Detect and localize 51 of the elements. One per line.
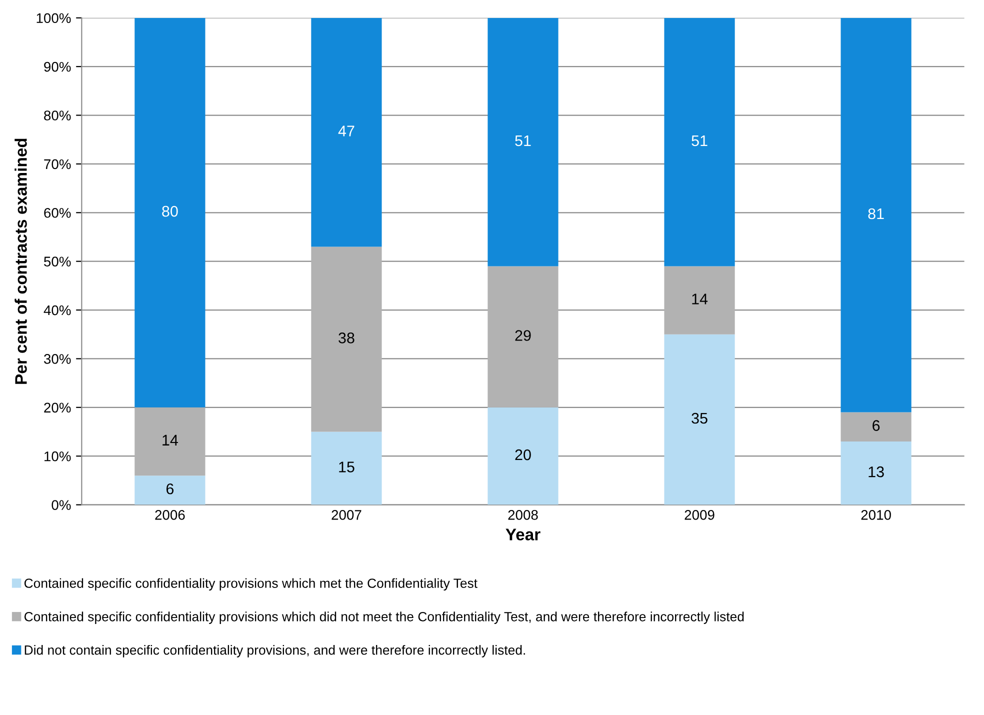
bar: [488, 18, 558, 266]
data-label: 51: [515, 135, 531, 146]
bar: [311, 18, 382, 247]
data-label: 6: [166, 483, 174, 494]
x-tick-label: 2007: [332, 510, 362, 520]
y-tick-label: 10%: [44, 451, 71, 462]
data-label: 14: [692, 294, 708, 304]
y-tick-label: 80%: [44, 110, 71, 120]
data-label: 15: [339, 462, 354, 472]
y-tick-label: 20%: [44, 402, 71, 413]
y-tick-label: 50%: [44, 256, 71, 266]
bar: [134, 18, 206, 408]
y-axis-title: Per cent of contracts examined: [14, 138, 27, 384]
y-tick-label: 70%: [44, 159, 71, 170]
y-tick-label: 90%: [44, 62, 71, 72]
data-label: 14: [162, 434, 178, 446]
bar: [488, 266, 558, 408]
data-label: 80: [162, 206, 178, 217]
bar: [664, 266, 735, 334]
y-tick-label: 100%: [36, 13, 71, 24]
x-tick-label: 2006: [155, 510, 185, 520]
data-label: 38: [338, 332, 354, 344]
data-label: 6: [872, 420, 880, 431]
x-tick-label: 2010: [861, 510, 891, 520]
data-label: 47: [338, 126, 354, 136]
bar: [134, 476, 206, 505]
legend-label: Contained specific confidentiality provisions which did not meet the Confidentiality Test, and were therefore incorrectly listed: [24, 612, 744, 624]
data-label: 51: [692, 135, 708, 146]
bar: [840, 18, 912, 412]
data-label: 29: [515, 330, 531, 341]
y-tick-label: 30%: [44, 354, 71, 364]
bar: [488, 407, 558, 505]
bar: [134, 407, 206, 476]
y-tick-label: 40%: [44, 305, 71, 316]
x-axis-title: Year: [506, 528, 540, 540]
bar: [311, 246, 382, 432]
bar: [311, 432, 382, 505]
data-label: 35: [692, 412, 708, 424]
x-tick-label: 2008: [508, 510, 538, 520]
data-label: 20: [515, 449, 531, 460]
data-label: 13: [868, 466, 884, 478]
x-tick-label: 2009: [684, 510, 714, 520]
bar: [664, 334, 735, 505]
data-label: 81: [868, 208, 884, 220]
legend-label: Contained specific confidentiality provisions which met the Confidentiality Test: [24, 578, 478, 591]
legend-label: Did not contain specific confidentiality provisions, and were therefore incorrectly listed.: [24, 645, 525, 658]
y-tick-label: 0%: [52, 500, 71, 510]
y-tick-label: 60%: [44, 208, 71, 218]
bar: [840, 412, 912, 442]
bar: [840, 441, 912, 505]
bar: [664, 18, 735, 266]
